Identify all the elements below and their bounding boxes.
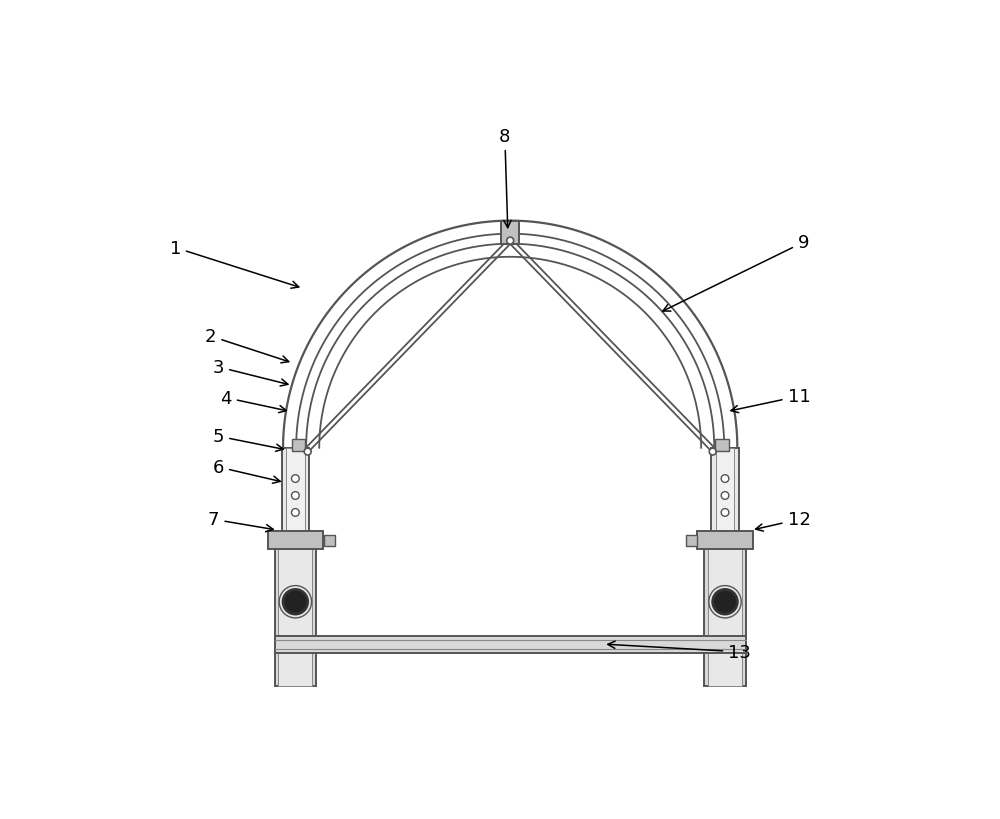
Bar [708,541,742,686]
Text: 6: 6 [213,459,280,484]
Bar [716,448,734,541]
Bar [292,439,305,451]
Bar [324,535,335,546]
Circle shape [721,509,729,517]
Circle shape [709,449,716,455]
Bar [704,541,746,686]
Bar [715,439,729,451]
Text: 1: 1 [170,239,299,289]
Bar [697,532,753,550]
Text: 3: 3 [213,359,288,387]
Text: 4: 4 [220,389,286,413]
Bar [275,636,746,654]
Circle shape [721,475,729,483]
Text: 2: 2 [205,328,289,364]
Circle shape [507,238,514,245]
Bar [286,448,305,541]
Text: 5: 5 [213,428,283,452]
Bar [282,448,309,541]
Bar [686,535,697,546]
Bar [278,541,312,686]
Circle shape [721,492,729,500]
Bar [711,448,739,541]
Circle shape [304,449,311,455]
Text: 9: 9 [663,234,809,312]
Bar [275,541,316,686]
Bar [501,221,519,244]
Text: 11: 11 [731,387,810,413]
Text: 8: 8 [499,128,511,229]
Circle shape [713,590,737,614]
Text: 7: 7 [208,511,273,532]
Circle shape [292,492,299,500]
Bar [268,532,323,550]
Circle shape [283,590,308,614]
Circle shape [292,509,299,517]
Circle shape [292,475,299,483]
Text: 13: 13 [608,641,751,661]
Text: 12: 12 [756,511,810,532]
